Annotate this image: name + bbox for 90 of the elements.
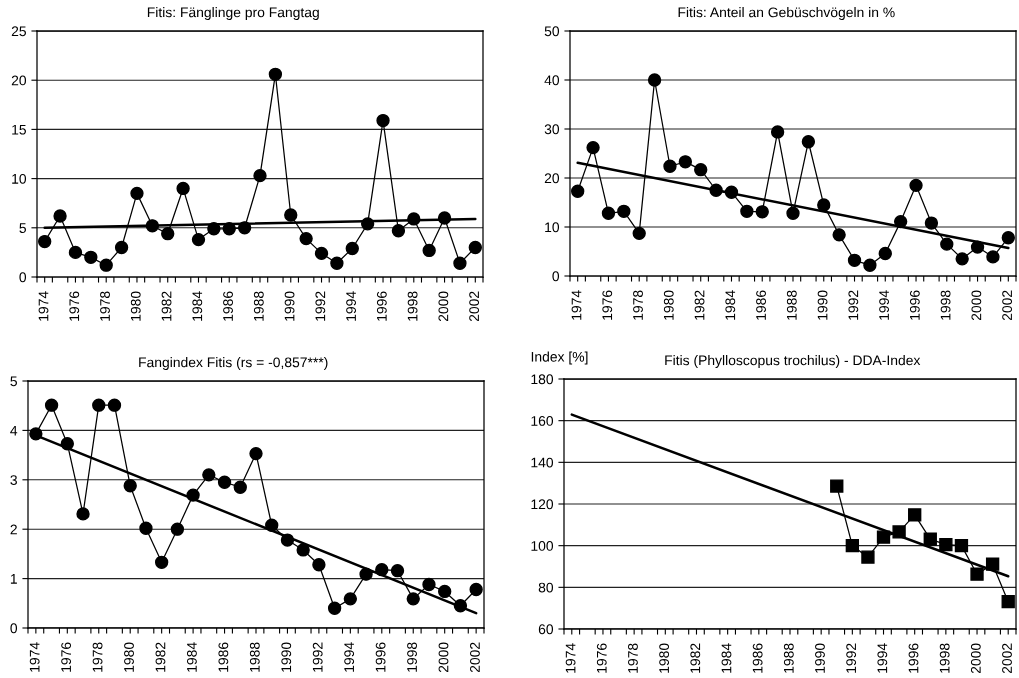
y-tick-label: 30 — [544, 124, 560, 135]
x-tick-label: 1974 — [565, 643, 576, 673]
x-tick-label: 1990 — [284, 291, 295, 321]
x-tick-label: 1980 — [663, 290, 674, 320]
y-tick-label: 5 — [19, 223, 26, 233]
x-tick-label: 1986 — [752, 643, 763, 673]
y-tick-label: 50 — [544, 26, 560, 37]
y-tick-label: 80 — [538, 582, 554, 593]
y-tick-label: 10 — [12, 173, 27, 184]
x-tick-label: 1992 — [312, 642, 323, 672]
y-tick-label: 4 — [10, 425, 18, 436]
y-tick-label: 140 — [531, 457, 554, 468]
x-tick-label: 1980 — [130, 291, 141, 321]
x-tick-label: 1988 — [249, 642, 260, 672]
x-tick-label: 1994 — [346, 291, 356, 321]
x-tick-label: 2000 — [970, 643, 981, 674]
x-tick-label: 1994 — [879, 290, 889, 320]
x-tick-label: 1986 — [218, 642, 229, 672]
y-tick-label: 20 — [11, 75, 27, 86]
chart-title: Fangindex Fitis (rs = -0,857***) — [139, 357, 328, 370]
y-tick-label: 180 — [531, 374, 554, 385]
y-tick-label: 0 — [19, 272, 27, 283]
x-tick-label: 1976 — [602, 290, 613, 320]
y-tick-label: 0 — [552, 271, 560, 282]
x-tick-label: 1990 — [815, 643, 825, 673]
x-tick-label: 1978 — [92, 642, 103, 672]
x-tick-label: 2000 — [438, 291, 449, 322]
x-tick-label: 1984 — [721, 643, 732, 673]
x-tick-label: 1998 — [939, 643, 950, 673]
x-tick-label: 1992 — [846, 643, 857, 673]
x-tick-label: 1994 — [877, 643, 888, 673]
y-tick-label: 3 — [10, 475, 17, 485]
x-tick-label: 1988 — [786, 290, 797, 320]
y-tick-label: 25 — [11, 26, 26, 37]
x-tick-label: 1974 — [29, 642, 40, 672]
x-tick-label: 1974 — [38, 291, 49, 321]
y-tick-label: 0 — [10, 623, 18, 634]
y-tick-label: 10 — [545, 222, 560, 233]
x-tick-label: 2002 — [469, 291, 480, 322]
x-tick-label: 1996 — [908, 643, 919, 673]
y-tick-label: 40 — [544, 75, 560, 86]
x-tick-label: 1980 — [659, 643, 670, 673]
x-tick-label: 1982 — [161, 291, 172, 321]
x-tick-label: 1982 — [155, 642, 166, 672]
x-tick-label: 1996 — [376, 291, 387, 321]
x-tick-label: 1978 — [628, 643, 638, 673]
x-tick-label: 1982 — [690, 643, 701, 673]
y-axis-title: Index [%] — [531, 351, 588, 365]
x-tick-label: 1974 — [571, 290, 582, 320]
x-tick-label: 1992 — [848, 290, 859, 320]
x-tick-label: 1990 — [817, 290, 828, 320]
x-tick-label: 1978 — [633, 290, 643, 320]
x-tick-label: 1986 — [223, 291, 233, 321]
chart-title: Fitis (Phylloscopus trochilus) - DDA-Index — [665, 355, 921, 368]
x-tick-label: 1984 — [187, 642, 197, 672]
x-tick-label: 1992 — [315, 291, 326, 321]
chart-title: Fitis: Fänglinge pro Fangtag — [147, 7, 319, 20]
x-tick-label: 1988 — [253, 291, 264, 321]
x-tick-label: 2002 — [470, 642, 480, 673]
x-tick-label: 2002 — [1002, 290, 1013, 321]
x-tick-label: 1988 — [783, 643, 794, 673]
x-tick-label: 1996 — [375, 642, 386, 672]
x-tick-label: 2000 — [971, 290, 982, 321]
y-tick-label: 120 — [531, 499, 554, 510]
x-tick-label: 1978 — [100, 291, 110, 321]
x-tick-label: 1980 — [124, 642, 134, 672]
x-tick-label: 1984 — [725, 290, 736, 320]
x-tick-label: 1998 — [940, 290, 951, 320]
x-tick-label: 1986 — [756, 290, 766, 320]
x-tick-label: 1976 — [69, 291, 80, 321]
x-tick-label: 2002 — [1002, 643, 1012, 674]
y-tick-label: 2 — [10, 524, 17, 535]
x-tick-label: 1994 — [344, 642, 355, 672]
x-tick-label: 1976 — [596, 643, 607, 673]
y-tick-label: 160 — [531, 416, 554, 426]
y-tick-label: 100 — [531, 541, 554, 551]
x-tick-label: 2000 — [438, 642, 449, 673]
y-tick-label: 15 — [12, 124, 26, 135]
x-tick-label: 1996 — [909, 290, 920, 320]
chart-title: Fitis: Anteil an Gebüschvögeln in % — [678, 7, 895, 20]
x-tick-label: 1990 — [281, 642, 292, 672]
x-tick-label: 1982 — [694, 290, 705, 320]
x-tick-label: 1976 — [61, 642, 72, 672]
y-tick-label: 60 — [538, 624, 554, 635]
x-tick-label: 1984 — [192, 291, 203, 321]
x-tick-label: 1998 — [407, 642, 417, 672]
x-tick-label: 1998 — [407, 291, 418, 321]
y-tick-label: 1 — [10, 574, 17, 584]
y-tick-label: 5 — [10, 376, 17, 387]
y-tick-label: 20 — [544, 173, 560, 184]
